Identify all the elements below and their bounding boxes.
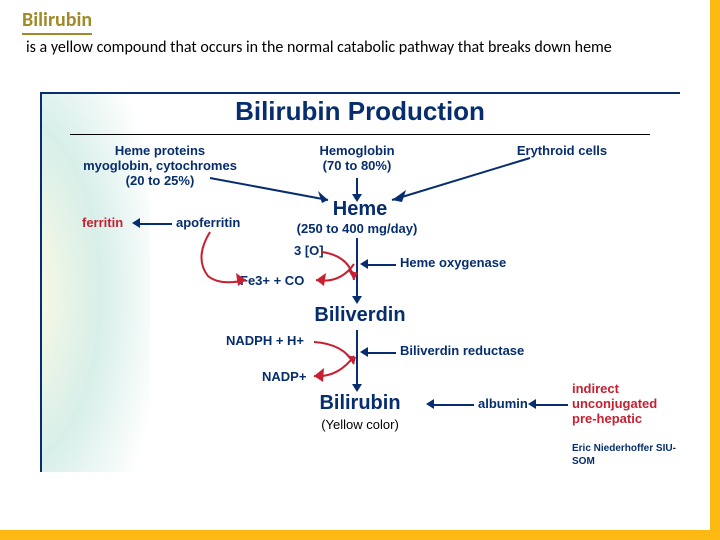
label-ferritin: ferritin <box>82 216 123 231</box>
arrow-heme-oxygenase <box>366 264 396 266</box>
label-biliverdin: Biliverdin <box>290 304 430 327</box>
slide-accent-bottom <box>0 530 720 540</box>
label-heme-rate: (250 to 400 mg/day) <box>272 222 442 237</box>
slide-subtitle: is a yellow compound that occurs in the … <box>26 38 686 58</box>
arrow-indirect-albumin <box>534 404 568 406</box>
label-bilirubin: Bilirubin <box>290 392 430 415</box>
slide-accent-right <box>710 0 720 540</box>
label-albumin: albumin <box>478 397 528 412</box>
curve-apoferritin-fe <box>190 228 270 284</box>
arrowhead-heme-biliverdin <box>352 296 362 304</box>
label-heme-oxygenase: Heme oxygenase <box>400 256 506 271</box>
label-nadp: NADP+ <box>262 370 306 385</box>
diagram-credit: Eric Niederhoffer SIU-SOM <box>572 442 680 468</box>
label-erythroid: Erythroid cells <box>502 144 622 159</box>
arrowhead-indirect-albumin <box>528 399 536 409</box>
diagram-title: Bilirubin Production <box>40 96 680 127</box>
diagram-frame-left <box>40 92 42 472</box>
label-nadph: NADPH + H+ <box>226 334 304 349</box>
arrowhead-biliverdin-bilirubin <box>352 384 362 392</box>
arrow-albumin-bilirubin <box>432 404 474 406</box>
curve-nadp-out <box>308 354 360 384</box>
arrow-apoferritin-ferritin <box>138 223 172 225</box>
label-heme: Heme <box>290 198 430 221</box>
arrowhead-albumin-bilirubin <box>426 399 434 409</box>
diagram-divider <box>70 134 650 135</box>
slide-title: Bilirubin <box>22 8 92 35</box>
diagram-container: Bilirubin Production Heme proteins myogl… <box>40 86 680 506</box>
label-biliverdin-reductase: Biliverdin reductase <box>400 344 524 359</box>
label-yellow-color: (Yellow color) <box>290 418 430 433</box>
label-indirect: indirect unconjugated pre-hepatic <box>572 382 657 427</box>
diagram-frame-top <box>40 92 680 94</box>
arrow-biliverdin-reductase <box>366 352 396 354</box>
arrowhead-apoferritin-ferritin <box>132 218 140 228</box>
curve-feco-out <box>310 262 360 292</box>
arrowhead-biliverdin-reductase <box>360 347 368 357</box>
arrowhead-heme-oxygenase <box>360 259 368 269</box>
